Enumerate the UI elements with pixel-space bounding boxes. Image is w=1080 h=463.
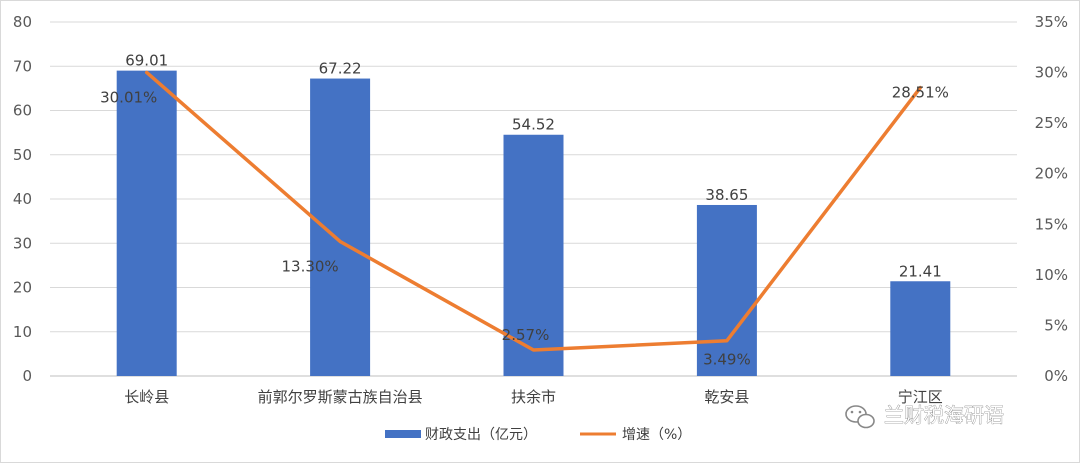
bar xyxy=(696,204,757,376)
right-tick-label: 30% xyxy=(1035,64,1068,82)
left-axis-ticks: 0 10 20 30 40 50 60 70 80 xyxy=(13,13,32,385)
line-value-label: 30.01% xyxy=(100,88,157,106)
line-value-label: 2.57% xyxy=(502,326,550,344)
bar-value-label: 38.65 xyxy=(705,186,748,204)
bar-data-labels: 69.01 67.22 54.52 38.65 21.41 xyxy=(125,52,942,281)
line-point xyxy=(145,70,149,74)
left-tick-label: 50 xyxy=(13,146,32,164)
category-label: 宁江区 xyxy=(898,388,943,406)
line-point xyxy=(725,339,729,343)
line-point xyxy=(338,239,342,243)
right-tick-label: 20% xyxy=(1035,165,1068,183)
right-tick-label: 0% xyxy=(1044,367,1068,385)
bar xyxy=(310,78,371,376)
bar-value-label: 21.41 xyxy=(899,262,942,280)
line-value-label: 3.49% xyxy=(703,351,751,369)
watermark: 兰财税海研语 xyxy=(845,403,1004,429)
right-tick-label: 10% xyxy=(1035,266,1068,284)
left-tick-label: 80 xyxy=(13,13,32,31)
wechat-icon xyxy=(845,405,875,429)
right-tick-label: 35% xyxy=(1035,13,1068,31)
legend: 财政支出（亿元） 增速（%） xyxy=(385,427,691,443)
legend-bar-swatch xyxy=(385,430,421,438)
category-label: 前郭尔罗斯蒙古族自治县 xyxy=(258,388,423,406)
left-tick-label: 20 xyxy=(13,279,32,297)
category-label: 乾安县 xyxy=(704,388,749,406)
bar xyxy=(503,134,564,376)
bar xyxy=(890,281,951,376)
line-value-label: 13.30% xyxy=(281,257,338,275)
legend-line-label: 增速（%） xyxy=(622,427,691,443)
right-tick-label: 15% xyxy=(1035,215,1068,233)
category-label: 长岭县 xyxy=(124,388,169,406)
line-point xyxy=(532,348,535,352)
bar-value-label: 67.22 xyxy=(319,60,362,78)
left-tick-label: 60 xyxy=(13,102,32,120)
right-tick-label: 5% xyxy=(1044,316,1068,334)
left-tick-label: 30 xyxy=(13,234,32,252)
watermark-text: 兰财税海研语 xyxy=(884,403,1004,427)
right-axis-ticks: 0% 5% 10% 15% 20% 25% 30% 35% xyxy=(1035,13,1068,385)
left-tick-label: 40 xyxy=(13,190,32,208)
line-data-labels: 30.01% 13.30% 2.57% 3.49% 28.51% xyxy=(100,84,949,369)
category-label: 扶余市 xyxy=(511,388,556,406)
bar-value-label: 54.52 xyxy=(512,116,555,134)
line-point xyxy=(918,86,922,90)
category-labels: 长岭县 前郭尔罗斯蒙古族自治县 扶余市 乾安县 宁江区 xyxy=(124,388,943,406)
legend-bar-label: 财政支出（亿元） xyxy=(425,427,537,443)
bar xyxy=(116,70,177,377)
line-value-label: 28.51% xyxy=(892,84,949,102)
bar-series xyxy=(116,70,951,377)
line-series xyxy=(144,70,923,352)
left-tick-label: 10 xyxy=(13,323,32,341)
bar-value-label: 69.01 xyxy=(125,52,168,70)
left-tick-label: 70 xyxy=(13,57,32,75)
right-tick-label: 25% xyxy=(1035,114,1068,132)
left-tick-label: 0 xyxy=(22,367,32,385)
